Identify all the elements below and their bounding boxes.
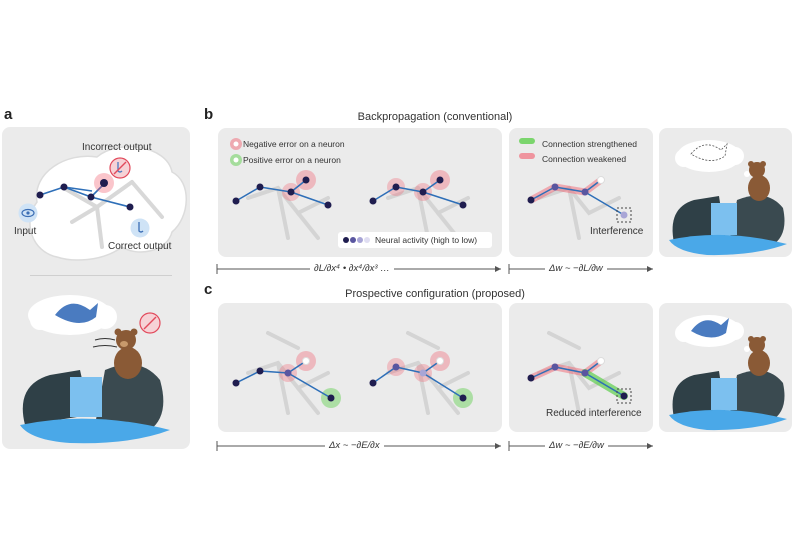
panel-b-weights xyxy=(509,128,653,257)
panel-c-letter: c xyxy=(204,281,213,298)
eye-icon xyxy=(18,203,38,223)
formula-b-right: Δw ~ −∂L/∂w xyxy=(545,263,607,274)
formula-c-left: Δx ~ −∂E/∂x xyxy=(325,440,384,451)
panel-c-title: Prospective configuration (proposed) xyxy=(345,288,525,300)
panel-a-letter: a xyxy=(4,106,13,123)
panel-c-network xyxy=(232,331,473,415)
bear-scene-c xyxy=(669,315,787,431)
panel-b-letter: b xyxy=(204,106,214,123)
correct-output-label: Correct output xyxy=(108,241,172,252)
panel-c-weight-network xyxy=(527,331,632,415)
panel-a-divider xyxy=(30,275,172,276)
bear-scene-a xyxy=(20,295,170,444)
bear-scene-b xyxy=(669,140,787,256)
reduced-interference-label: Reduced interference xyxy=(546,408,642,419)
formula-c-right: Δw ~ −∂E/∂w xyxy=(545,440,608,451)
input-label: Input xyxy=(14,226,37,237)
bear-icon xyxy=(114,328,142,379)
panel-b-weight-network xyxy=(519,138,632,240)
legend-connection-strengthened: Connection strengthened xyxy=(542,139,637,149)
no-smell-icon xyxy=(109,157,131,179)
panel-b-network xyxy=(230,138,492,248)
legend-neural-activity: Neural activity (high to low) xyxy=(375,235,478,245)
incorrect-output-label: Incorrect output xyxy=(82,142,152,153)
legend-positive-error: Positive error on a neuron xyxy=(243,155,341,165)
fish-icon xyxy=(55,303,98,324)
nose-icon xyxy=(130,218,150,238)
formula-b-left: ∂L/∂x⁴ • ∂x⁴/∂x³ … xyxy=(310,263,394,274)
interference-label: Interference xyxy=(590,226,644,237)
legend-connection-weakened: Connection weakened xyxy=(542,154,627,164)
panel-c-weights xyxy=(509,303,653,432)
panel-b-title: Backpropagation (conventional) xyxy=(357,111,513,123)
legend-negative-error: Negative error on a neuron xyxy=(243,139,345,149)
